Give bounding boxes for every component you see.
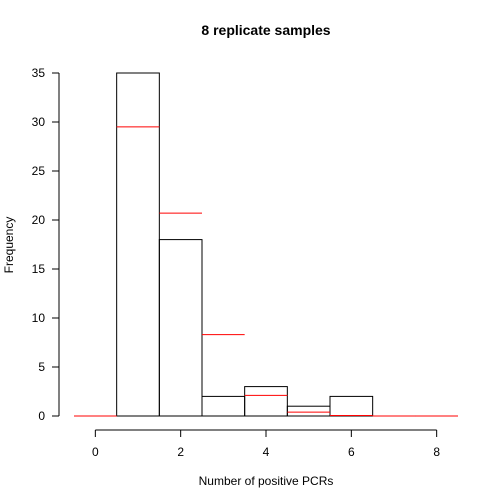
x-tick-label: 2 [177, 445, 184, 459]
observed-bar [201, 395, 246, 417]
x-tick-label: 0 [92, 445, 99, 459]
chart-title: 8 replicate samples [201, 22, 330, 38]
observed-bar [329, 395, 374, 417]
expected-lines [74, 126, 458, 417]
x-tick-label: 4 [263, 445, 270, 459]
observed-bar [116, 72, 160, 417]
y-tick-label: 30 [32, 115, 46, 129]
x-tick-label: 6 [348, 445, 355, 459]
y-axis: 0 5 10 15 20 25 30 35 [32, 66, 60, 423]
x-axis-title: Number of positive PCRs [199, 474, 334, 488]
observed-bar [286, 405, 331, 417]
y-axis-title: Frequency [2, 217, 16, 274]
y-tick-label: 0 [38, 409, 45, 423]
y-tick-label: 20 [32, 213, 46, 227]
x-axis: 0 2 4 6 8 [92, 429, 440, 459]
y-tick-label: 5 [38, 360, 45, 374]
y-tick-label: 25 [32, 164, 46, 178]
observed-bar [158, 239, 203, 417]
observed-bar [244, 386, 288, 417]
y-tick-label: 15 [32, 262, 46, 276]
y-tick-label: 10 [32, 311, 46, 325]
y-tick-label: 35 [32, 66, 46, 80]
observed-bars [74, 72, 458, 417]
x-tick-label: 8 [433, 445, 440, 459]
